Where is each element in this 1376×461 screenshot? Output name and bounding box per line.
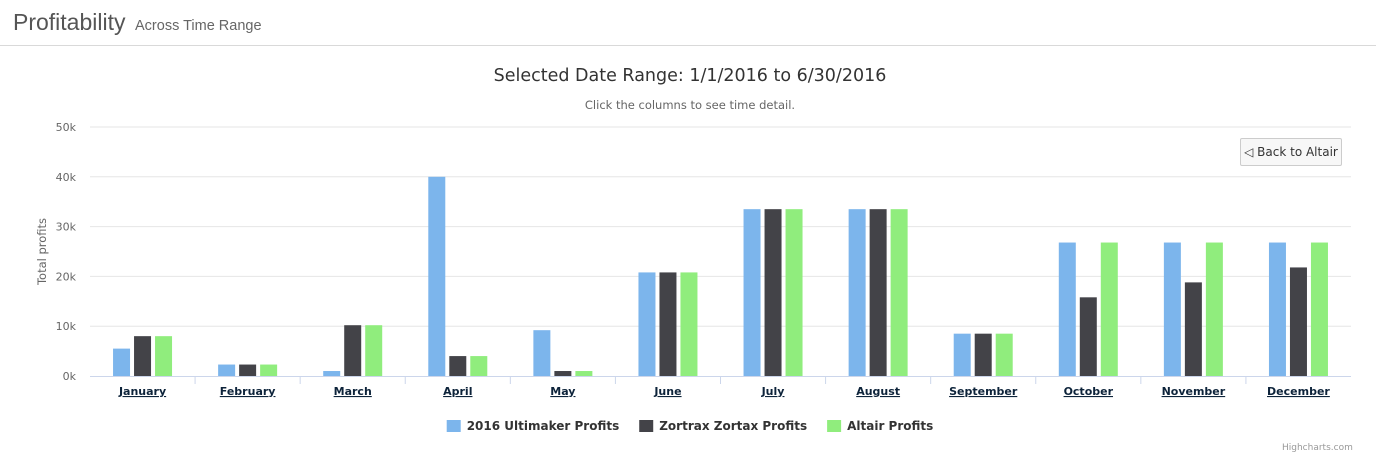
x-category-label[interactable]: April: [443, 385, 472, 398]
legend-label: Altair Profits: [847, 419, 933, 433]
x-category-label[interactable]: October: [1064, 385, 1114, 398]
y-tick-label: 30k: [56, 221, 77, 234]
x-category-label[interactable]: July: [761, 385, 785, 398]
bar[interactable]: [1310, 242, 1328, 376]
bar[interactable]: [1100, 242, 1118, 376]
y-tick-label: 10k: [56, 320, 77, 333]
x-category-label[interactable]: February: [220, 385, 276, 398]
bar[interactable]: [1079, 297, 1097, 376]
legend-swatch: [827, 420, 842, 432]
legend-item[interactable]: Altair Profits: [827, 419, 933, 433]
bar[interactable]: [218, 364, 236, 376]
bar[interactable]: [890, 209, 908, 376]
y-tick-label: 40k: [56, 171, 77, 184]
bar[interactable]: [323, 371, 341, 376]
bar[interactable]: [1205, 242, 1223, 376]
legend-swatch: [639, 420, 654, 432]
page-title: Profitability: [13, 9, 126, 35]
bar[interactable]: [470, 356, 488, 376]
legend[interactable]: 2016 Ultimaker Profits Zortrax Zortax Pro…: [446, 419, 934, 433]
column-chart: Selected Date Range: 1/1/2016 to 6/30/20…: [35, 66, 1351, 433]
bar[interactable]: [1058, 242, 1076, 376]
bar[interactable]: [365, 325, 383, 376]
bar[interactable]: [974, 333, 992, 376]
bar[interactable]: [1268, 242, 1286, 376]
bar[interactable]: [953, 333, 971, 376]
axes: 0k 10k 20k 30k 40k 50k Total profits January Feb…: [35, 121, 1351, 398]
bar[interactable]: [575, 371, 593, 376]
bar[interactable]: [764, 209, 782, 376]
page-header: Profitability Across Time Range: [0, 0, 1376, 46]
y-axis-title: Total profits: [35, 218, 49, 286]
bar[interactable]: [554, 371, 572, 376]
bar[interactable]: [680, 272, 698, 376]
bar[interactable]: [134, 336, 152, 376]
bar[interactable]: [995, 333, 1013, 376]
y-tick-label: 0k: [63, 370, 77, 383]
bar[interactable]: [785, 209, 803, 376]
bar[interactable]: [638, 272, 656, 376]
chart-subtitle: Click the columns to see time detail.: [585, 98, 795, 112]
bar[interactable]: [1289, 267, 1307, 376]
bar[interactable]: [260, 364, 278, 376]
legend-label: 2016 Ultimaker Profits: [467, 419, 620, 433]
x-category-label[interactable]: January: [118, 385, 166, 398]
bar[interactable]: [1163, 242, 1181, 376]
gridlines: [90, 126, 1351, 327]
bar[interactable]: [428, 176, 446, 376]
bar[interactable]: [155, 336, 173, 376]
bar[interactable]: [344, 325, 362, 376]
x-category-label[interactable]: December: [1267, 385, 1330, 398]
legend-item[interactable]: 2016 Ultimaker Profits: [446, 419, 620, 433]
bar[interactable]: [239, 364, 257, 376]
x-category-label[interactable]: May: [550, 385, 575, 398]
legend-item[interactable]: Zortrax Zortax Profits: [639, 419, 807, 433]
y-tick-label: 20k: [56, 270, 77, 283]
plot-area: [113, 176, 1328, 376]
bar[interactable]: [743, 209, 761, 376]
x-category-label[interactable]: September: [949, 385, 1018, 398]
legend-swatch: [446, 420, 461, 432]
bar[interactable]: [533, 330, 551, 376]
x-category-label[interactable]: June: [653, 385, 681, 398]
credits-link[interactable]: Highcharts.com: [1282, 443, 1353, 453]
bar[interactable]: [659, 272, 677, 376]
y-tick-label: 50k: [56, 121, 77, 134]
bar[interactable]: [113, 348, 131, 376]
bar[interactable]: [869, 209, 887, 376]
bar[interactable]: [848, 209, 866, 376]
x-category-label[interactable]: March: [334, 385, 372, 398]
x-category-label[interactable]: November: [1162, 385, 1226, 398]
x-category-label[interactable]: August: [856, 385, 900, 398]
legend-label: Zortrax Zortax Profits: [659, 419, 807, 433]
back-to-altair-button[interactable]: ◁ Back to Altair: [1240, 138, 1342, 166]
page-subtitle: Across Time Range: [135, 18, 262, 34]
chart-title: Selected Date Range: 1/1/2016 to 6/30/20…: [494, 66, 887, 86]
bar[interactable]: [449, 356, 467, 376]
bar[interactable]: [1184, 282, 1202, 376]
